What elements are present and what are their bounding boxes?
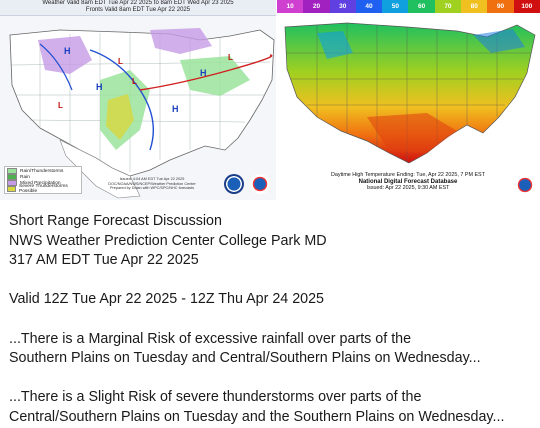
forecast-maps: H H L L L L H H Weather Valid 8am EDT Tu… (0, 0, 540, 200)
colorbar-cell: 10 (277, 0, 304, 13)
legend-label: Rain/Thunderstorms (20, 168, 64, 174)
ndfd-map-graphic (284, 22, 536, 164)
legend-swatch (7, 186, 17, 192)
ndfd-map-caption: Daytime High Temperature Ending: Tue, Ap… (297, 172, 519, 192)
ndfd-caption-line1: Daytime High Temperature Ending: Tue, Ap… (331, 172, 485, 178)
wpc-map-footer: Issued: 4:04 AM EDT Tue Apr 22 2025 DOC/… (104, 177, 200, 191)
pressure-high-label: H (64, 46, 71, 56)
ndfd-caption-line3: Issued: Apr 22 2025, 9:30 AM EST (366, 185, 450, 192)
pressure-high-label: H (96, 82, 103, 92)
legend-item-mixed: Mixed Precipitation (7, 180, 79, 186)
temperature-colorbar: 10 20 30 40 50 60 70 80 90 100 (277, 0, 540, 13)
colorbar-cell: 20 (303, 0, 330, 13)
colorbar-cell: 30 (329, 0, 356, 13)
wpc-map-title-line2: Fronts Valid 8am EDT Tue Apr 22 2025 (85, 7, 191, 13)
colorbar-cell: 100 (513, 0, 540, 13)
wpc-map-footer-line2: DOC/NOAA/NWS/NCEP/Weather Prediction Cen… (108, 181, 196, 186)
discussion-para1-line1: ...There is a Marginal Risk of excessive… (9, 330, 412, 347)
discussion-para2-line2: Central/Southern Plains on Tuesday and t… (9, 408, 505, 425)
colorbar-cell: 90 (487, 0, 514, 13)
spacer (9, 369, 534, 389)
colorbar-cell: 40 (355, 0, 383, 13)
spacer (9, 310, 534, 330)
pressure-high-label: H (200, 68, 207, 78)
noaa-logo-icon (224, 174, 244, 194)
wpc-map-footer-line1: Issued: 4:04 AM EDT Tue Apr 22 2025 (119, 177, 185, 181)
colorbar-cell: 80 (461, 0, 488, 13)
legend-swatch (7, 168, 17, 174)
forecast-discussion-text: Short Range Forecast Discussion NWS Weat… (9, 212, 534, 428)
nws-logo-icon (515, 175, 535, 195)
pressure-high-label: H (172, 104, 179, 114)
discussion-para1-line2: Southern Plains on Tuesday and Central/S… (9, 350, 481, 367)
nws-logo-icon (250, 174, 270, 194)
legend-item-severe: Severe Thunderstorms Possible (7, 184, 79, 194)
wpc-map-legend: Rain/Thunderstorms Rain Mixed Precipitat… (4, 166, 82, 194)
pressure-low-label: L (132, 77, 137, 86)
legend-label: Rain (20, 174, 30, 180)
discussion-para2-line1: ...There is a Slight Risk of severe thun… (9, 389, 422, 406)
wpc-map-footer-line3: Prepared by Dolan with WPC/SPC/NHC forec… (110, 186, 194, 191)
legend-item-rain: Rain (7, 174, 79, 180)
colorbar-cell: 50 (382, 0, 409, 13)
legend-label: Severe Thunderstorms Possible (19, 184, 68, 194)
legend-item-rain-thunder: Rain/Thunderstorms (7, 168, 79, 174)
pressure-low-label: L (58, 101, 63, 110)
wpc-map-title-line1: Weather Valid 8am EDT Tue Apr 22 2025 to… (42, 0, 234, 6)
legend-swatch (7, 174, 17, 180)
colorbar-cell: 70 (434, 0, 462, 13)
discussion-title: Short Range Forecast Discussion (9, 213, 222, 229)
ndfd-temperature-map[interactable]: 10 20 30 40 50 60 70 80 90 100 (277, 0, 540, 200)
spacer (9, 271, 534, 291)
colorbar-cell: 60 (408, 0, 435, 13)
pressure-low-label: L (228, 53, 233, 62)
discussion-issued: 317 AM EDT Tue Apr 22 2025 (9, 252, 199, 269)
ndfd-caption-line2: National Digital Forecast Database (358, 178, 458, 185)
discussion-valid: Valid 12Z Tue Apr 22 2025 - 12Z Thu Apr … (9, 291, 325, 308)
wpc-map-graphic: H H L L L L H H (0, 15, 276, 200)
wpc-map-title: Weather Valid 8am EDT Tue Apr 22 2025 to… (0, 0, 276, 16)
legend-swatch (7, 180, 17, 186)
pressure-low-label: L (118, 57, 123, 66)
discussion-office: NWS Weather Prediction Center College Pa… (9, 232, 327, 249)
legend-label: Mixed Precipitation (20, 180, 61, 186)
wpc-forecast-map[interactable]: H H L L L L H H Weather Valid 8am EDT Tu… (0, 0, 276, 200)
